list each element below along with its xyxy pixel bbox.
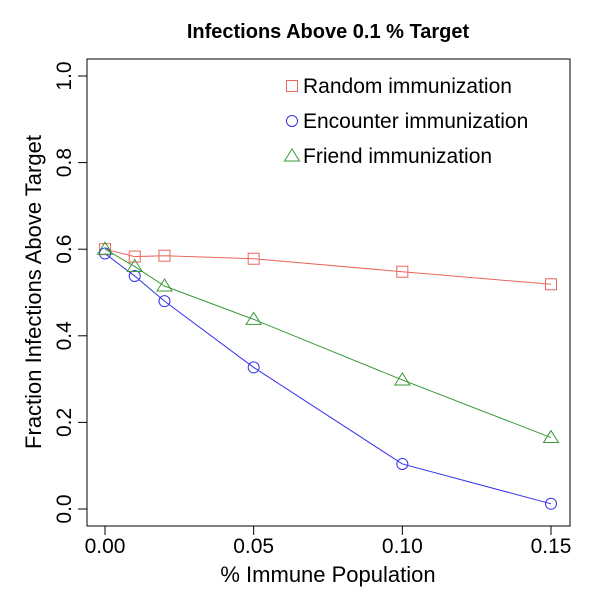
y-axis: 0.0 0.2 0.4 0.6 0.8 1.0	[53, 61, 87, 524]
y-tick-label: 0.4	[53, 321, 76, 351]
x-tick-label: 0.15	[531, 535, 572, 558]
data-point-encounter	[247, 361, 260, 374]
x-axis-label: % Immune Population	[220, 562, 435, 587]
y-axis-label: Fraction Infections Above Target	[21, 135, 46, 449]
data-point-encounter	[128, 270, 141, 283]
series-random	[99, 243, 557, 291]
data-point-random	[128, 250, 141, 263]
data-point-friend	[126, 258, 144, 273]
series-layer	[96, 241, 560, 510]
y-tick-label: 0.0	[53, 494, 76, 523]
x-tick-label: 0.00	[85, 535, 126, 558]
legend-marker-encounter	[286, 115, 298, 127]
data-point-random	[545, 278, 557, 291]
x-tick-label: 0.05	[233, 535, 274, 558]
plot-frame	[86, 58, 571, 527]
chart-title: Infections Above 0.1 % Target	[187, 21, 470, 43]
x-tick-label: 0.10	[382, 535, 423, 558]
y-tick-label: 0.6	[53, 235, 76, 264]
legend: Random immunization Encounter immunizatio…	[283, 75, 528, 168]
series-friend	[96, 241, 560, 444]
y-tick-label: 0.2	[53, 408, 76, 437]
series-line-encounter	[104, 253, 552, 505]
legend-marker-random	[286, 80, 298, 92]
series-encounter	[99, 247, 557, 510]
legend-label-encounter: Encounter immunization	[303, 110, 528, 133]
data-point-friend	[393, 372, 411, 386]
y-tick-label: 0.8	[53, 148, 76, 177]
legend-marker-friend	[283, 148, 301, 162]
data-point-friend	[96, 241, 114, 255]
data-point-encounter	[545, 497, 557, 510]
y-tick-label: 1.0	[53, 61, 76, 90]
data-point-friend	[542, 429, 560, 444]
series-line-friend	[104, 248, 552, 439]
data-point-random	[396, 265, 409, 278]
legend-label-friend: Friend immunization	[303, 145, 492, 168]
data-point-friend	[245, 311, 263, 325]
data-point-friend	[156, 278, 173, 292]
legend-label-random: Random immunization	[303, 75, 512, 98]
series-line-random	[104, 248, 552, 285]
data-point-random	[158, 249, 171, 262]
data-point-encounter	[396, 457, 409, 470]
x-axis: 0.00 0.05 0.10 0.15	[85, 526, 572, 558]
data-point-encounter	[99, 247, 111, 260]
data-point-encounter	[158, 295, 171, 308]
data-point-random	[247, 252, 260, 265]
